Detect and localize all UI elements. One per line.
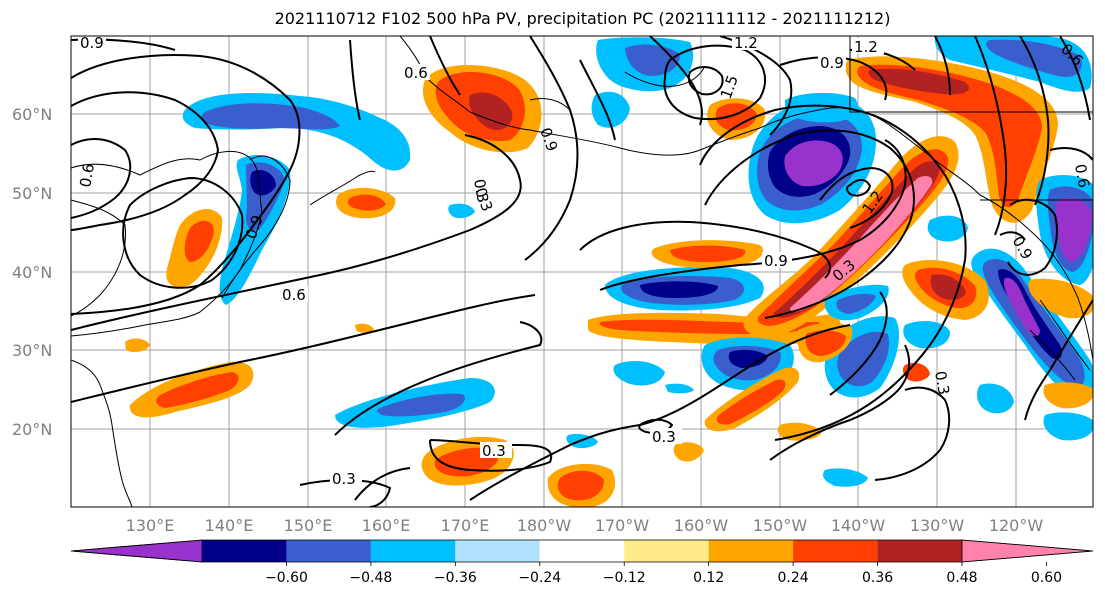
colorbar-extension-low [70, 539, 203, 563]
colorbar-tick-label: 0.12 [693, 570, 724, 586]
colorbar-tick-label: −0.12 [603, 570, 646, 586]
map-frame [70, 35, 1094, 508]
contour-label: 1.2 [734, 34, 758, 52]
contour-label: 1.2 [854, 38, 878, 56]
lon-label: 180°W [517, 516, 572, 535]
colorbar-tick-label: −0.60 [265, 570, 308, 586]
lon-label: 160°E [362, 516, 411, 535]
colorbar-tick-label: 0.36 [862, 570, 893, 586]
contour-label: 0.9 [820, 54, 844, 72]
colorbar-swatch [286, 540, 371, 562]
map-plot-area: 0.9 1.2 1.2 0.9 0.6 0.9 1.5 0.6 0.9 0.6 … [71, 34, 1093, 507]
contour-label: 0.6 [1071, 163, 1093, 190]
contour-label: 0.6 [282, 286, 306, 304]
colorbar-swatch [793, 540, 878, 562]
colorbar-tick-label: 0.48 [946, 570, 977, 586]
lon-label: 140°E [205, 516, 254, 535]
colorbar-tick-label: −0.24 [518, 570, 561, 586]
colorbar-outline [70, 539, 1094, 563]
contour-label: 0.3 [652, 428, 676, 446]
coastlines [71, 36, 1093, 507]
contour-label: 0.9 [80, 34, 104, 52]
colorbar-tick-label: 0.60 [1031, 570, 1062, 586]
lon-label: 160°W [674, 516, 729, 535]
colorbar-swatch [202, 540, 287, 562]
colorbar-tick-label: −0.48 [349, 570, 392, 586]
contour-label: 0.6 [76, 162, 98, 189]
contour-label: 0.3 [470, 178, 492, 205]
lat-label: 60°N [12, 105, 52, 124]
colorbar-extension-high [961, 539, 1094, 563]
lon-label: 120°W [989, 516, 1044, 535]
map-title: 2021110712 F102 500 hPa PV, precipitatio… [274, 9, 891, 28]
lat-label: 40°N [12, 263, 52, 282]
contour-label: 0.3 [931, 370, 953, 397]
lon-label: 170°E [441, 516, 490, 535]
lat-label: 50°N [12, 184, 52, 203]
longitude-labels: 130°E 140°E 150°E 160°E 170°E 180°W 170°… [126, 516, 1044, 535]
lat-label: 30°N [12, 341, 52, 360]
colorbar-tick-label: 0.24 [778, 570, 809, 586]
lon-label: 150°W [753, 516, 808, 535]
colorbar: −0.60 −0.48 −0.36 −0.24 −0.12 0.12 0.24 0.36 0.4… [70, 539, 1094, 586]
contour-label: 0.3 [332, 470, 356, 488]
colorbar-swatch [539, 540, 625, 562]
colorbar-swatch [624, 540, 709, 562]
colorbar-tick-label: −0.36 [434, 570, 477, 586]
latitude-labels: 60°N 50°N 40°N 30°N 20°N [12, 105, 52, 439]
lon-label: 130°E [126, 516, 175, 535]
contour-label: 0.9 [764, 252, 788, 270]
lon-label: 150°E [284, 516, 333, 535]
colorbar-swatch [455, 540, 540, 562]
lon-label: 130°W [910, 516, 965, 535]
contour-label: 0.3 [482, 442, 506, 460]
lon-label: 170°W [595, 516, 650, 535]
lat-label: 20°N [12, 420, 52, 439]
lon-label: 140°W [831, 516, 886, 535]
colorbar-swatch [370, 540, 456, 562]
colorbar-swatch [877, 540, 962, 562]
precip-shading [125, 36, 1093, 507]
contour-labels: 0.9 1.2 1.2 0.9 0.6 0.9 1.5 0.6 0.9 0.6 … [76, 34, 1093, 488]
contour-label: 0.6 [404, 64, 428, 82]
colorbar-swatch [708, 540, 794, 562]
